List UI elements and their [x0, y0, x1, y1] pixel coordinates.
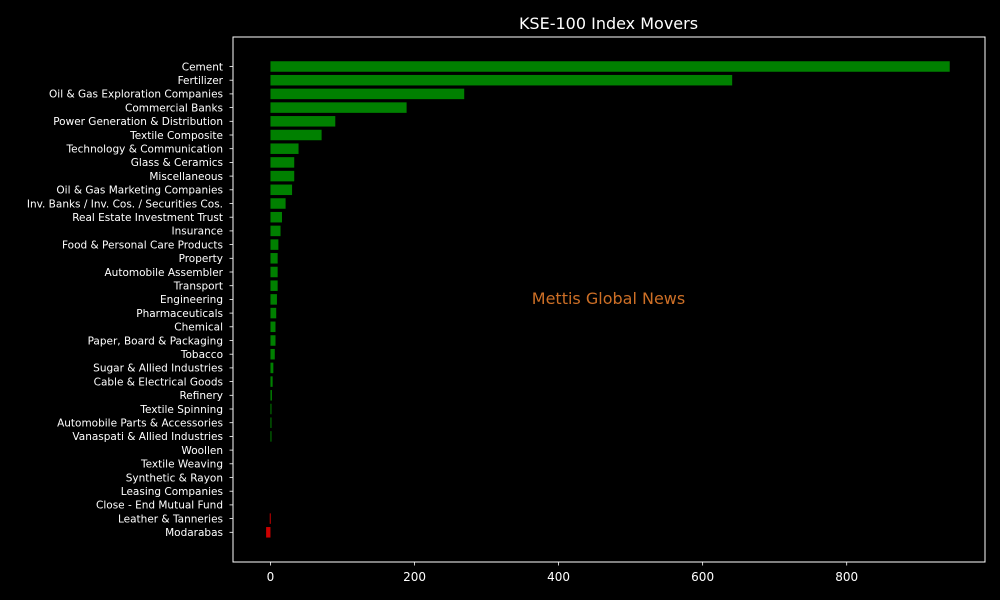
plot-frame — [232, 36, 986, 563]
bar — [270, 294, 277, 305]
category-label: Sugar & Allied Industries — [93, 363, 223, 375]
bars-layer — [266, 61, 950, 538]
category-label: Glass & Ceramics — [131, 157, 223, 169]
bar — [270, 61, 950, 72]
bar — [270, 116, 336, 127]
bar — [270, 102, 407, 113]
bar — [266, 527, 271, 538]
bar — [270, 157, 295, 168]
bar — [270, 253, 278, 264]
category-label: Miscellaneous — [149, 171, 223, 183]
category-label: Transport — [173, 281, 223, 293]
category-label: Property — [179, 253, 223, 265]
bar — [270, 184, 293, 196]
bar — [270, 143, 299, 154]
category-label: Oil & Gas Marketing Companies — [56, 185, 223, 197]
x-tick-label: 0 — [267, 570, 275, 584]
category-label: Paper, Board & Packaging — [88, 335, 223, 347]
category-label: Power Generation & Distribution — [53, 116, 223, 128]
bar — [270, 88, 465, 100]
category-label: Leather & Tanneries — [118, 513, 223, 525]
category-label: Synthetic & Rayon — [126, 472, 223, 484]
category-label: Cable & Electrical Goods — [94, 376, 223, 388]
bar — [270, 74, 733, 86]
category-label: Tobacco — [180, 349, 223, 361]
category-label: Leasing Companies — [121, 486, 223, 498]
bar — [270, 431, 272, 442]
category-label: Vanaspati & Allied Industries — [72, 431, 223, 443]
category-label: Woollen — [181, 445, 223, 457]
category-label: Chemical — [174, 322, 223, 334]
category-label: Commercial Banks — [125, 102, 223, 114]
category-label: Textile Weaving — [140, 459, 223, 471]
bar — [270, 225, 281, 237]
x-tick-label: 400 — [547, 570, 570, 584]
category-label: Refinery — [179, 390, 223, 402]
bar — [269, 513, 271, 524]
bar — [270, 403, 272, 415]
bar — [270, 266, 278, 278]
x-tick-label: 200 — [403, 570, 426, 584]
bar — [270, 321, 276, 333]
category-label: Real Estate Investment Trust — [72, 212, 223, 224]
x-tick-label: 600 — [691, 570, 714, 584]
category-label: Technology & Communication — [66, 144, 223, 156]
category-label: Automobile Parts & Accessories — [57, 418, 223, 430]
category-label: Modarabas — [165, 527, 223, 539]
bar — [270, 280, 278, 291]
category-label: Engineering — [160, 294, 223, 306]
category-label: Textile Composite — [129, 130, 223, 142]
category-label: Textile Spinning — [139, 404, 223, 416]
bar — [270, 390, 272, 401]
x-axis: 0 200 400 600 800 — [267, 562, 858, 584]
category-label: Cement — [182, 61, 223, 73]
chart-title: KSE-100 Index Movers — [519, 14, 698, 33]
bar — [270, 170, 295, 182]
category-label: Pharmaceuticals — [136, 308, 223, 320]
bar — [270, 348, 275, 360]
category-label: Inv. Banks / Inv. Cos. / Securities Cos. — [27, 198, 223, 210]
bar — [270, 362, 274, 374]
category-label: Oil & Gas Exploration Companies — [49, 89, 223, 101]
bar — [270, 417, 272, 428]
bar — [270, 239, 279, 250]
bar — [270, 307, 277, 319]
category-labels: Cement Fertilizer Oil & Gas Exploration Co… — [27, 61, 233, 539]
bar — [270, 198, 286, 209]
category-label: Food & Personal Care Products — [62, 239, 223, 251]
category-label: Insurance — [171, 226, 223, 238]
bar — [270, 211, 282, 223]
x-tick-label: 800 — [835, 570, 858, 584]
category-label: Fertilizer — [178, 75, 224, 87]
category-label: Automobile Assembler — [105, 267, 224, 279]
bar — [270, 376, 273, 387]
bar — [270, 335, 276, 346]
bar — [270, 129, 322, 141]
category-label: Close - End Mutual Fund — [96, 500, 223, 512]
watermark-text: Mettis Global News — [532, 289, 685, 308]
